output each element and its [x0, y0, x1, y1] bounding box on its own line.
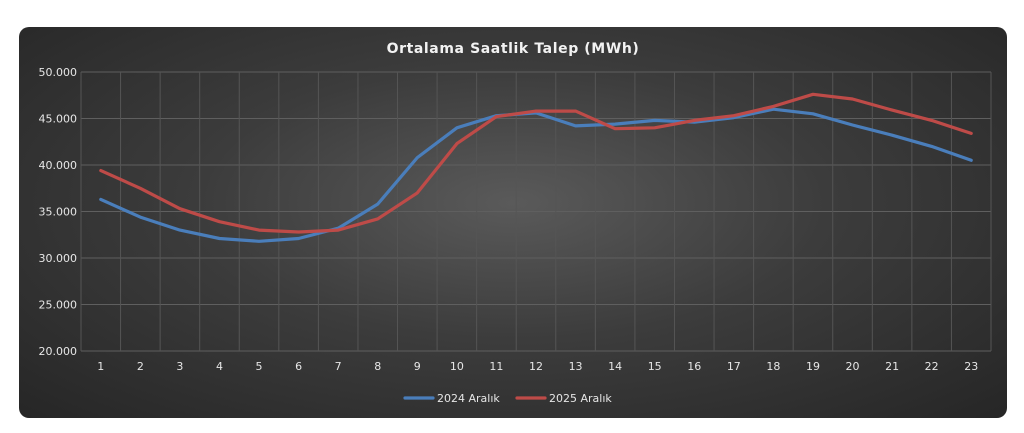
x-tick-label: 7: [335, 360, 342, 373]
x-tick-label: 16: [687, 360, 701, 373]
y-tick-label: 30.000: [39, 252, 78, 265]
y-tick-label: 40.000: [39, 159, 78, 172]
x-tick-label: 3: [176, 360, 183, 373]
grid-layer: [80, 71, 992, 352]
series-line-2: [99, 92, 973, 234]
x-tick-label: 4: [216, 360, 223, 373]
y-tick-label: 45.000: [39, 113, 78, 126]
x-tick-label: 23: [964, 360, 978, 373]
x-tick-label: 15: [648, 360, 662, 373]
x-tick-label: 14: [608, 360, 622, 373]
chart-card: Ortalama Saatlik Talep (MWh) 20.000 25.00…: [19, 27, 1007, 418]
x-tick-label: 6: [295, 360, 302, 373]
x-tick-label: 9: [414, 360, 421, 373]
x-tick-label: 13: [569, 360, 583, 373]
series-layer: [99, 92, 973, 243]
chart-title: Ortalama Saatlik Talep (MWh): [387, 41, 640, 57]
x-tick-label: 8: [374, 360, 381, 373]
x-axis-ticks: 1 2 3 4 5 6 7 8 9 10 11 12 13 14 15 16 17 18 19 20 21 22 23: [97, 360, 978, 373]
x-tick-label: 17: [727, 360, 741, 373]
x-tick-label: 1: [97, 360, 104, 373]
x-tick-label: 11: [489, 360, 503, 373]
legend: 2024 Aralık 2025 Aralık: [403, 392, 612, 405]
x-tick-label: 10: [450, 360, 464, 373]
x-tick-label: 19: [806, 360, 820, 373]
x-tick-label: 5: [256, 360, 263, 373]
line-chart: Ortalama Saatlik Talep (MWh) 20.000 25.00…: [39, 41, 992, 405]
x-tick-label: 12: [529, 360, 543, 373]
x-tick-label: 20: [846, 360, 860, 373]
x-tick-label: 2: [137, 360, 144, 373]
y-tick-label: 25.000: [39, 299, 78, 312]
y-tick-label: 50.000: [39, 66, 78, 79]
x-tick-label: 18: [766, 360, 780, 373]
series-line-1: [99, 107, 973, 243]
y-axis-ticks: 20.000 25.000 30.000 35.000 40.000 45.000 50.0…: [39, 66, 78, 358]
legend-label-1: 2024 Aralık: [437, 392, 500, 405]
y-tick-label: 20.000: [39, 345, 78, 358]
y-tick-label: 35.000: [39, 206, 78, 219]
x-tick-label: 22: [925, 360, 939, 373]
x-tick-label: 21: [885, 360, 899, 373]
legend-label-2: 2025 Aralık: [549, 392, 612, 405]
